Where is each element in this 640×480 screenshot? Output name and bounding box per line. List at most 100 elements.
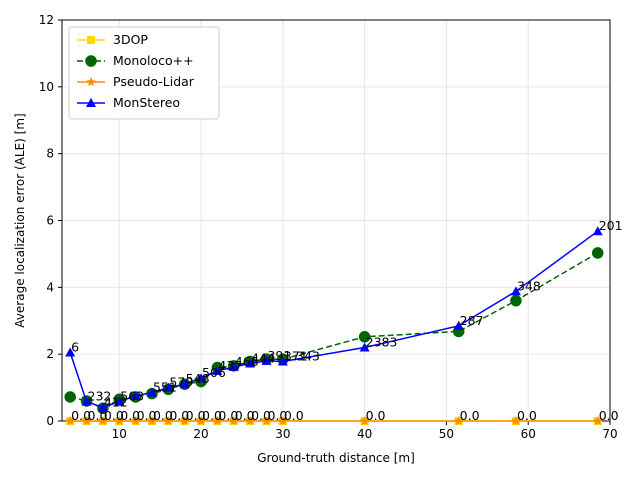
zero-label: 0.0 (137, 408, 157, 423)
zero-label: 0.0 (186, 408, 206, 423)
legend-label: 3DOP (113, 32, 148, 47)
y-axis-label: Average localization error (ALE) [m] (13, 113, 27, 327)
data-point-monstereo (65, 347, 76, 357)
count-label: 391 (267, 348, 291, 363)
data-point-pseudo-lidar (147, 416, 157, 425)
data-point-pseudo-lidar (179, 416, 190, 425)
data-point-monoloco (591, 247, 604, 259)
series-monoloco (64, 247, 604, 415)
x-axis-label: Ground-truth distance [m] (257, 451, 415, 465)
data-point-pseudo-lidar (261, 416, 272, 425)
legend-item-monstereo: MonStereo (77, 95, 180, 110)
data-point-monstereo (228, 361, 239, 371)
y-tick-label: 8 (46, 147, 54, 161)
count-label: 563 (120, 389, 144, 404)
zero-label: 0.0 (169, 408, 189, 423)
count-label: 201 (599, 218, 623, 233)
data-point-monstereo (163, 382, 174, 392)
data-point-pseudo-lidar (359, 416, 370, 425)
count-label: 348 (517, 278, 541, 293)
x-tick-label: 30 (275, 427, 290, 441)
x-tick-label: 70 (602, 427, 617, 441)
y-tick-label: 12 (39, 13, 54, 27)
zero-label: 0.0 (366, 408, 386, 423)
zero-label: 0.0 (284, 408, 304, 423)
zero-label: 0.0 (235, 408, 255, 423)
data-point-monstereo (146, 387, 157, 397)
legend-label: Pseudo-Lidar (113, 74, 195, 89)
y-tick-label: 0 (46, 414, 54, 428)
data-point-monstereo (510, 286, 521, 296)
series-line-monstereo (69, 230, 599, 409)
count-label: 287 (460, 313, 484, 328)
legend: 3DOP Monoloco++ Pseudo-Lidar MonStereo (68, 26, 220, 120)
data-point-pseudo-lidar (245, 416, 255, 425)
data-point-pseudo-lidar (212, 416, 223, 425)
count-label: 466 (235, 354, 259, 369)
count-label: 371 (284, 349, 308, 364)
zero-label: 0.0 (120, 408, 140, 423)
legend-marker (85, 55, 97, 67)
data-point-pseudo-lidar (278, 416, 288, 425)
series-pseudo-lidar (65, 416, 603, 425)
data-point-pseudo-lidar (229, 416, 239, 425)
count-label: 6 (71, 339, 79, 354)
count-label: 437 (218, 358, 242, 373)
data-point-pseudo-lidar (81, 416, 92, 425)
count-label: 579 (169, 375, 193, 390)
data-point-monstereo (261, 355, 272, 365)
data-point-pseudo-lidar (98, 416, 108, 425)
data-point-monstereo (359, 342, 370, 352)
data-point-pseudo-lidar (593, 416, 603, 425)
count-label: 551 (153, 380, 177, 395)
series-monstereo (65, 226, 603, 412)
count-label: 548 (186, 371, 210, 386)
zero-label: 0.0 (202, 408, 222, 423)
data-point-monoloco (510, 294, 522, 307)
zero-label: 0.0 (460, 408, 480, 423)
legend-box (68, 26, 220, 120)
data-point-monoloco (64, 391, 76, 403)
data-point-pseudo-lidar (453, 416, 464, 425)
data-labels: 0.00.00.00.00.00.00.00.00.00.00.00.00.00… (71, 218, 622, 423)
zero-label: 0.0 (251, 408, 271, 423)
legend-label: Monoloco++ (113, 53, 194, 68)
count-label: 444 (251, 351, 275, 366)
zero-label: 0.0 (517, 408, 537, 423)
data-point-monoloco (358, 331, 371, 343)
zero-label: 0.0 (71, 408, 91, 423)
legend-marker (86, 98, 96, 107)
data-point-monstereo (114, 396, 125, 406)
series-group (64, 226, 604, 425)
count-label: 2383 (366, 334, 398, 349)
data-point-pseudo-lidar (511, 416, 521, 425)
x-tick-label: 40 (357, 427, 372, 441)
series-line-monoloco (70, 252, 599, 410)
legend-label: MonStereo (113, 95, 180, 110)
y-tick-label: 6 (46, 214, 54, 228)
axis-ticks: 10 20 30 40 50 60 70 0 2 4 6 8 10 12 (39, 13, 618, 441)
data-point-monstereo (196, 373, 207, 383)
legend-item-monoloco: Monoloco++ (77, 53, 194, 68)
data-point-monstereo (592, 226, 603, 236)
count-label: 412 (104, 395, 128, 410)
zero-label: 0.0 (599, 408, 619, 423)
zero-label: 0.0 (104, 408, 124, 423)
data-point-monstereo (277, 356, 288, 366)
y-tick-label: 4 (46, 280, 54, 294)
data-point-monstereo (130, 390, 141, 400)
x-tick-label: 20 (193, 427, 208, 441)
zero-label: 0.0 (218, 408, 238, 423)
data-point-monstereo (97, 402, 108, 412)
data-point-monstereo (212, 365, 223, 375)
zero-label: 0.0 (267, 408, 287, 423)
data-point-pseudo-lidar (65, 416, 75, 425)
data-point-pseudo-lidar (196, 416, 206, 425)
legend-marker (86, 77, 96, 86)
y-tick-label: 10 (39, 80, 54, 94)
zero-label: 0.0 (153, 408, 173, 423)
x-tick-label: 10 (112, 427, 127, 441)
legend-item-pseudo-lidar: Pseudo-Lidar (77, 74, 195, 89)
zero-label: 0.0 (88, 408, 108, 423)
